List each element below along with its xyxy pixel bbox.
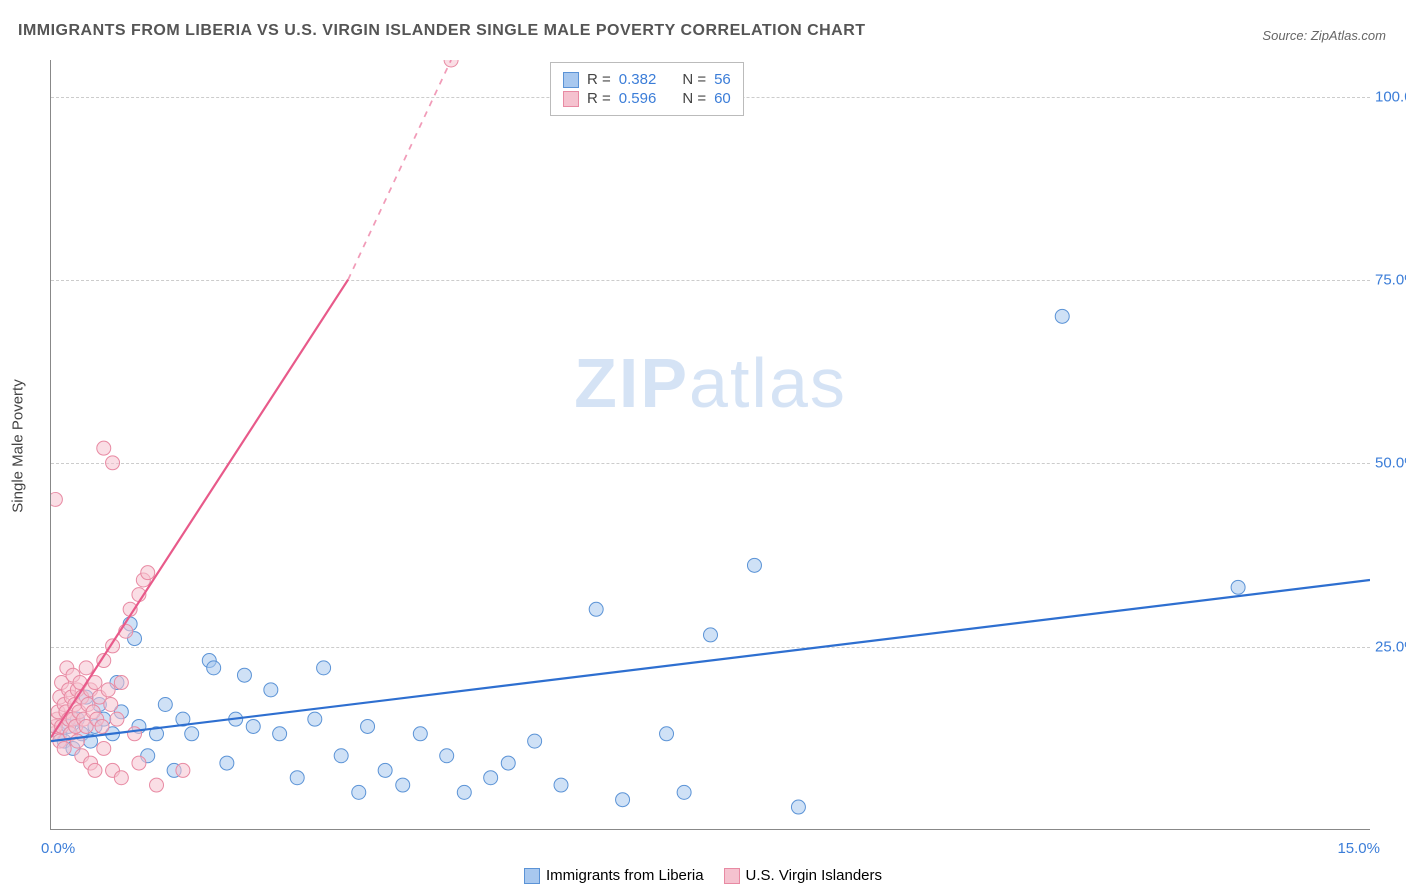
scatter-point-usvi [51, 492, 62, 506]
legend-swatch-usvi-bottom [724, 868, 740, 884]
scatter-point-liberia [290, 771, 304, 785]
scatter-point-liberia [396, 778, 410, 792]
scatter-point-usvi [79, 661, 93, 675]
chart-title: IMMIGRANTS FROM LIBERIA VS U.S. VIRGIN I… [18, 22, 866, 40]
scatter-point-liberia [791, 800, 805, 814]
chart-container: IMMIGRANTS FROM LIBERIA VS U.S. VIRGIN I… [0, 0, 1406, 892]
scatter-point-usvi [106, 456, 120, 470]
scatter-point-usvi [101, 683, 115, 697]
source-label: Source: [1262, 28, 1307, 43]
scatter-point-usvi [128, 727, 142, 741]
scatter-point-usvi [150, 778, 164, 792]
y-axis-label: Single Male Poverty [10, 379, 27, 512]
scatter-point-liberia [378, 763, 392, 777]
scatter-point-liberia [207, 661, 221, 675]
regression-line-usvi-solid [51, 280, 348, 738]
scatter-point-liberia [1055, 309, 1069, 323]
scatter-point-liberia [677, 785, 691, 799]
scatter-point-liberia [185, 727, 199, 741]
legend-r-value-usvi: 0.596 [619, 90, 657, 107]
legend-row-usvi: R = 0.596 N = 60 [563, 90, 731, 107]
scatter-point-liberia [457, 785, 471, 799]
scatter-point-usvi [132, 756, 146, 770]
scatter-point-liberia [237, 668, 251, 682]
scatter-point-liberia [334, 749, 348, 763]
legend-row-liberia: R = 0.382 N = 56 [563, 71, 731, 88]
scatter-point-liberia [352, 785, 366, 799]
legend-n-label: N = [682, 90, 706, 107]
scatter-point-liberia [528, 734, 542, 748]
scatter-point-liberia [413, 727, 427, 741]
scatter-point-usvi [176, 763, 190, 777]
scatter-point-liberia [660, 727, 674, 741]
legend-swatch-usvi [563, 91, 579, 107]
x-tick-min: 0.0% [41, 840, 75, 857]
legend-r-value-liberia: 0.382 [619, 71, 657, 88]
scatter-point-liberia [158, 698, 172, 712]
source-name: ZipAtlas.com [1311, 28, 1386, 43]
chart-svg [51, 60, 1370, 829]
x-tick-max: 15.0% [1337, 840, 1380, 857]
y-tick-label: 100.0% [1375, 88, 1406, 105]
scatter-point-liberia [440, 749, 454, 763]
scatter-point-usvi [141, 566, 155, 580]
legend-item-liberia: Immigrants from Liberia [524, 867, 704, 884]
scatter-point-liberia [484, 771, 498, 785]
legend-swatch-liberia [563, 72, 579, 88]
legend-r-label: R = [587, 90, 611, 107]
scatter-point-liberia [361, 719, 375, 733]
legend-item-usvi: U.S. Virgin Islanders [724, 867, 882, 884]
scatter-point-liberia [554, 778, 568, 792]
scatter-point-liberia [246, 719, 260, 733]
scatter-point-liberia [308, 712, 322, 726]
y-tick-label: 25.0% [1375, 638, 1406, 655]
scatter-point-liberia [220, 756, 234, 770]
regression-line-usvi-dashed [348, 60, 451, 280]
scatter-point-usvi [114, 676, 128, 690]
scatter-point-liberia [589, 602, 603, 616]
scatter-point-liberia [273, 727, 287, 741]
y-tick-label: 50.0% [1375, 455, 1406, 472]
scatter-point-liberia [501, 756, 515, 770]
scatter-point-liberia [1231, 580, 1245, 594]
legend-n-label: N = [682, 71, 706, 88]
scatter-point-usvi [57, 741, 71, 755]
scatter-point-liberia [317, 661, 331, 675]
scatter-point-usvi [95, 719, 109, 733]
y-tick-label: 75.0% [1375, 272, 1406, 289]
source-attribution: Source: ZipAtlas.com [1262, 28, 1386, 43]
scatter-point-usvi [97, 441, 111, 455]
legend-swatch-liberia-bottom [524, 868, 540, 884]
scatter-point-usvi [110, 712, 124, 726]
legend-r-label: R = [587, 71, 611, 88]
legend-label-usvi: U.S. Virgin Islanders [746, 867, 882, 884]
legend-label-liberia: Immigrants from Liberia [546, 867, 704, 884]
plot-area: ZIPatlas 0.0% 15.0% 25.0%50.0%75.0%100.0… [50, 60, 1370, 830]
scatter-point-liberia [264, 683, 278, 697]
scatter-point-liberia [616, 793, 630, 807]
scatter-point-usvi [97, 741, 111, 755]
scatter-point-usvi [114, 771, 128, 785]
series-legend: Immigrants from Liberia U.S. Virgin Isla… [524, 867, 882, 884]
correlation-legend: R = 0.382 N = 56 R = 0.596 N = 60 [550, 62, 744, 116]
scatter-point-usvi [104, 698, 118, 712]
legend-n-value-usvi: 60 [714, 90, 731, 107]
legend-n-value-liberia: 56 [714, 71, 731, 88]
scatter-point-liberia [747, 558, 761, 572]
scatter-point-usvi [88, 763, 102, 777]
regression-line-liberia [51, 580, 1370, 741]
scatter-point-liberia [704, 628, 718, 642]
